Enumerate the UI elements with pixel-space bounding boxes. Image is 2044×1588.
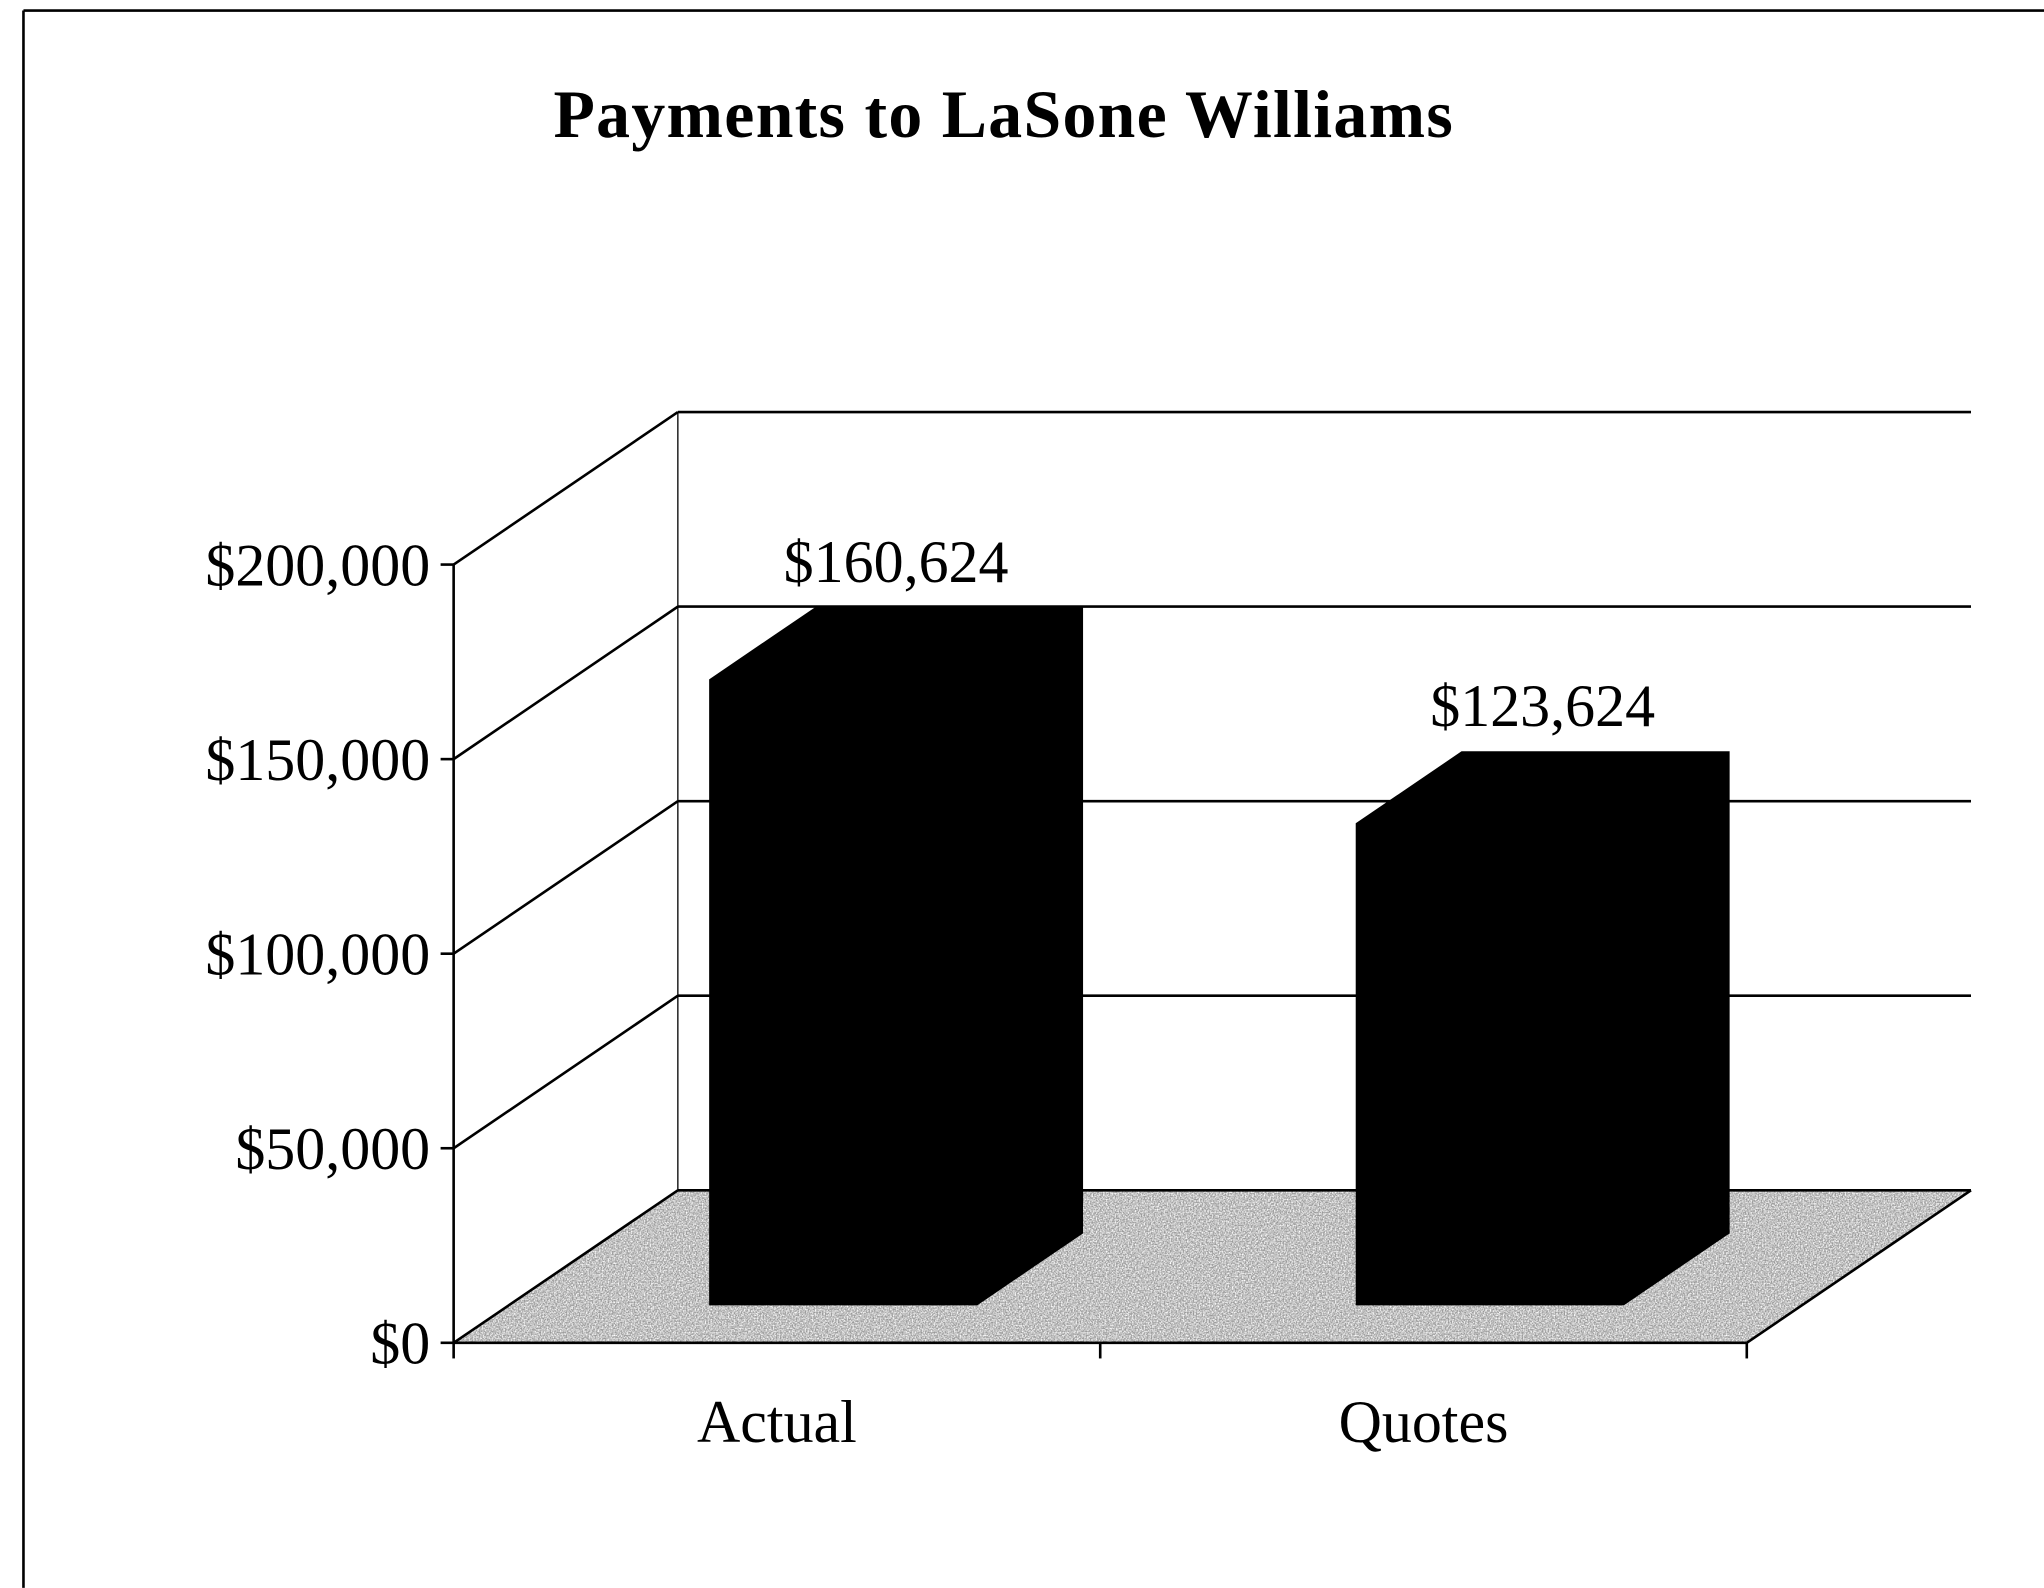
grid-line bbox=[452, 1189, 679, 1344]
grid-line bbox=[452, 605, 679, 761]
value-label: $123,624 bbox=[1430, 673, 1655, 739]
grid-line bbox=[452, 800, 679, 955]
y-tick-label: $200,000 bbox=[205, 532, 430, 598]
y-tick-label: $0 bbox=[370, 1311, 430, 1377]
bar bbox=[1355, 751, 1730, 1306]
floor-texture bbox=[453, 1190, 1972, 1343]
grid-line bbox=[452, 410, 679, 566]
y-tick-label: $100,000 bbox=[205, 922, 430, 988]
grid-line bbox=[452, 994, 679, 1150]
y-tick-label: $150,000 bbox=[205, 727, 430, 793]
value-label: $160,624 bbox=[784, 529, 1009, 595]
x-tick-label: Quotes bbox=[1339, 1389, 1509, 1455]
x-tick-label: Actual bbox=[697, 1389, 857, 1455]
y-tick-label: $50,000 bbox=[235, 1116, 430, 1182]
chart-title: Payments to LaSone Williams bbox=[553, 77, 1454, 152]
bar bbox=[709, 607, 1084, 1306]
floor-edge bbox=[1746, 1189, 1972, 1344]
